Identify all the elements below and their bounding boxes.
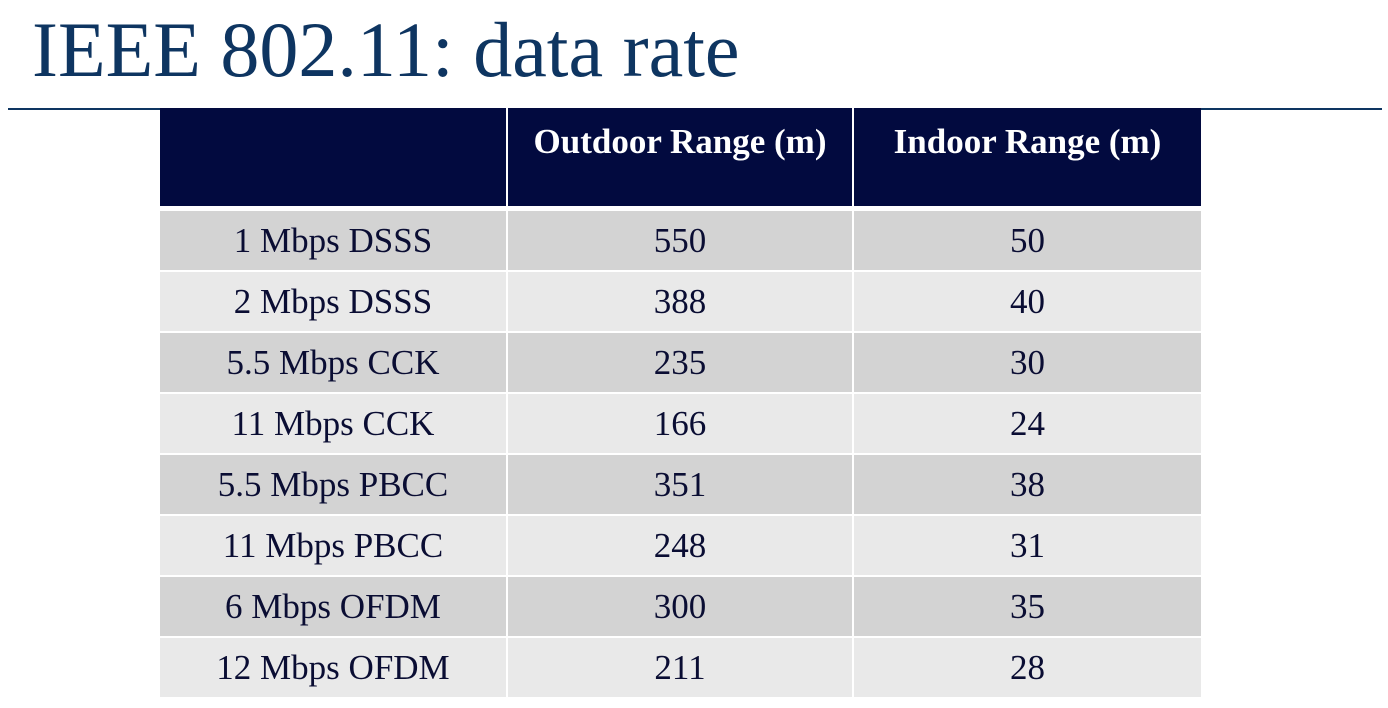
table-row: 12 Mbps OFDM 211 28	[160, 638, 1201, 699]
header-cell-outdoor-range: Outdoor Range (m)	[508, 108, 854, 211]
cell-data-rate: 5.5 Mbps PBCC	[160, 455, 508, 516]
cell-outdoor-range: 388	[508, 272, 854, 333]
table-row: 5.5 Mbps PBCC 351 38	[160, 455, 1201, 516]
cell-outdoor-range: 300	[508, 577, 854, 638]
cell-outdoor-range: 550	[508, 211, 854, 272]
title-underline-left	[8, 108, 162, 110]
header-cell-indoor-range: Indoor Range (m)	[854, 108, 1201, 211]
cell-indoor-range: 28	[854, 638, 1201, 699]
cell-data-rate: 1 Mbps DSSS	[160, 211, 508, 272]
table-row: 11 Mbps CCK 166 24	[160, 394, 1201, 455]
data-rate-table: Outdoor Range (m) Indoor Range (m) 1 Mbp…	[160, 108, 1201, 699]
cell-data-rate: 11 Mbps CCK	[160, 394, 508, 455]
cell-indoor-range: 40	[854, 272, 1201, 333]
title-underline-right	[1200, 108, 1382, 110]
cell-indoor-range: 31	[854, 516, 1201, 577]
table-row: 2 Mbps DSSS 388 40	[160, 272, 1201, 333]
cell-outdoor-range: 211	[508, 638, 854, 699]
table-header-row: Outdoor Range (m) Indoor Range (m)	[160, 108, 1201, 211]
header-cell-rate	[160, 108, 508, 211]
cell-data-rate: 5.5 Mbps CCK	[160, 333, 508, 394]
table-row: 1 Mbps DSSS 550 50	[160, 211, 1201, 272]
table-row: 6 Mbps OFDM 300 35	[160, 577, 1201, 638]
slide-title: IEEE 802.11: data rate	[32, 6, 740, 93]
cell-outdoor-range: 235	[508, 333, 854, 394]
cell-data-rate: 2 Mbps DSSS	[160, 272, 508, 333]
cell-data-rate: 11 Mbps PBCC	[160, 516, 508, 577]
cell-outdoor-range: 166	[508, 394, 854, 455]
cell-data-rate: 6 Mbps OFDM	[160, 577, 508, 638]
cell-indoor-range: 38	[854, 455, 1201, 516]
cell-data-rate: 12 Mbps OFDM	[160, 638, 508, 699]
table-row: 5.5 Mbps CCK 235 30	[160, 333, 1201, 394]
cell-indoor-range: 30	[854, 333, 1201, 394]
cell-outdoor-range: 351	[508, 455, 854, 516]
cell-outdoor-range: 248	[508, 516, 854, 577]
cell-indoor-range: 35	[854, 577, 1201, 638]
cell-indoor-range: 24	[854, 394, 1201, 455]
table-row: 11 Mbps PBCC 248 31	[160, 516, 1201, 577]
cell-indoor-range: 50	[854, 211, 1201, 272]
